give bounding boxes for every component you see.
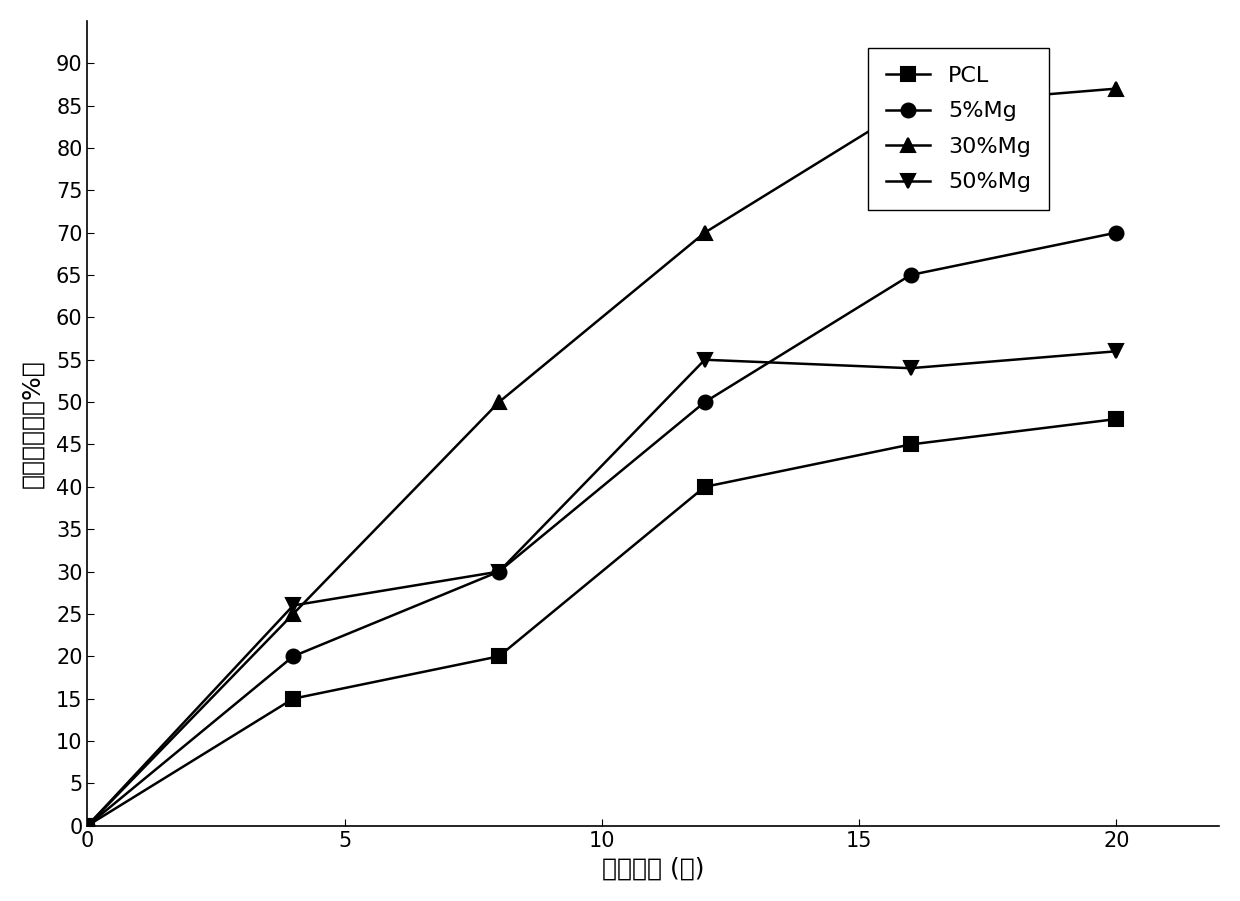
PCL — [697, 481, 712, 492]
50%Mg — [697, 354, 712, 365]
Y-axis label: 骨容量改变（%）: 骨容量改变（%） — [21, 359, 45, 487]
PCL — [903, 439, 918, 450]
50%Mg — [81, 820, 95, 831]
PCL — [81, 820, 95, 831]
50%Mg — [903, 363, 918, 374]
30%Mg — [81, 820, 95, 831]
50%Mg — [285, 600, 300, 611]
Line: 30%Mg: 30%Mg — [81, 82, 1123, 833]
30%Mg — [285, 608, 300, 619]
5%Mg — [903, 269, 918, 280]
Line: 50%Mg: 50%Mg — [81, 344, 1123, 833]
50%Mg — [1109, 346, 1123, 357]
5%Mg — [285, 651, 300, 661]
PCL — [491, 651, 506, 661]
Legend: PCL, 5%Mg, 30%Mg, 50%Mg: PCL, 5%Mg, 30%Mg, 50%Mg — [868, 48, 1049, 210]
30%Mg — [697, 227, 712, 238]
PCL — [285, 693, 300, 704]
30%Mg — [903, 100, 918, 111]
Line: 5%Mg: 5%Mg — [81, 226, 1123, 833]
50%Mg — [491, 566, 506, 577]
30%Mg — [491, 396, 506, 407]
30%Mg — [1109, 83, 1123, 94]
5%Mg — [491, 566, 506, 577]
5%Mg — [81, 820, 95, 831]
5%Mg — [697, 396, 712, 407]
Line: PCL: PCL — [81, 412, 1123, 833]
PCL — [1109, 414, 1123, 424]
5%Mg — [1109, 227, 1123, 238]
X-axis label: 植入时间 (周): 植入时间 (周) — [603, 856, 704, 880]
